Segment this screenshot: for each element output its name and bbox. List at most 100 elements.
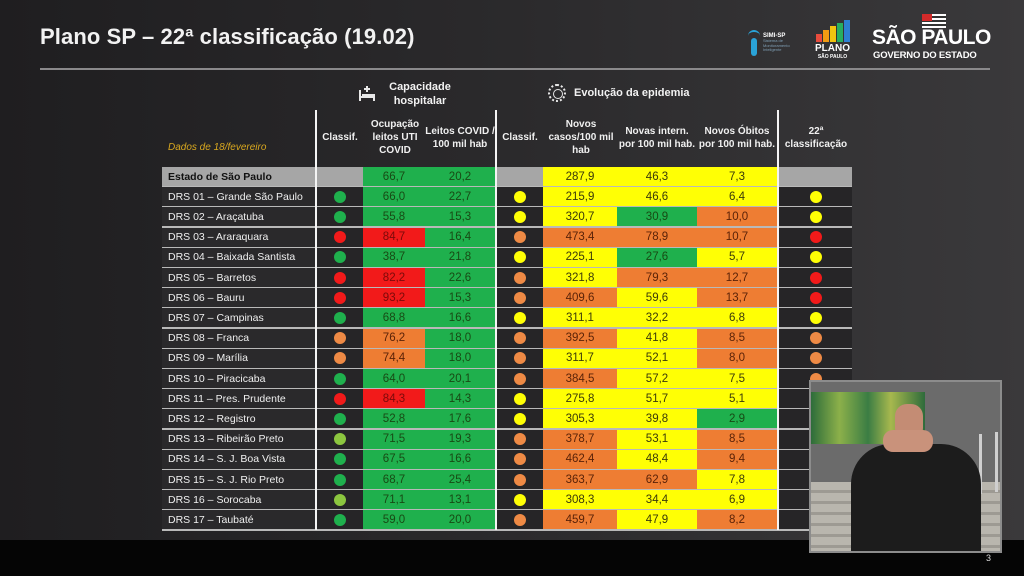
epidemic-classification — [497, 247, 543, 267]
hospital-bed-icon — [359, 86, 375, 101]
new-deaths: 13,7 — [697, 288, 777, 308]
interpreter-hands — [883, 430, 933, 452]
hospital-classification — [317, 369, 363, 388]
row-divider — [162, 428, 852, 431]
new-hospitalizations: 57,2 — [617, 369, 697, 388]
new-deaths: 7,3 — [697, 167, 777, 186]
uti-occupancy: 66,7 — [363, 167, 425, 186]
epidemic-classification — [497, 207, 543, 227]
row-divider — [162, 287, 852, 289]
uti-occupancy: 93,2 — [363, 288, 425, 308]
status-dot — [809, 352, 822, 365]
region-name: DRS 10 – Piracicaba — [162, 369, 315, 388]
status-dot — [514, 372, 526, 385]
status-dot — [334, 412, 346, 425]
row-divider — [162, 206, 852, 209]
region-name: DRS 05 – Barretos — [162, 268, 315, 287]
section-epidemic-evolution: Evolução da epidemia — [548, 84, 690, 102]
new-cases: 392,5 — [543, 328, 617, 348]
status-dot — [514, 392, 526, 405]
uti-occupancy: 68,7 — [363, 470, 425, 489]
uti-occupancy: 76,2 — [363, 328, 425, 348]
row-divider — [162, 448, 852, 451]
epidemic-classification — [497, 490, 543, 510]
covid-beds: 15,3 — [425, 288, 495, 308]
status-dot — [334, 210, 346, 223]
uti-occupancy: 82,2 — [363, 268, 425, 287]
covid-beds: 22,6 — [425, 268, 495, 287]
new-deaths: 7,8 — [697, 470, 777, 489]
status-dot — [334, 291, 346, 304]
new-cases: 321,8 — [543, 268, 617, 287]
sign-language-video[interactable] — [809, 380, 1002, 553]
status-dot — [809, 311, 822, 324]
sp-title: SÃO PAULO — [872, 26, 991, 49]
table-row: DRS 03 – Araraquara 84,7 16,4 473,4 78,9 10,7 — [162, 227, 852, 249]
status-dot — [334, 493, 346, 506]
epidemic-classification — [497, 470, 543, 489]
new-deaths: 2,9 — [697, 409, 777, 429]
region-name: DRS 03 – Araraquara — [162, 227, 315, 247]
new-deaths: 5,1 — [697, 389, 777, 409]
epidemic-classification — [497, 167, 543, 186]
new-hospitalizations: 27,6 — [617, 247, 697, 267]
new-hospitalizations: 46,6 — [617, 187, 697, 207]
state-row: Estado de São Paulo 66,7 20,2 287,9 46,3 7,3 — [162, 167, 852, 188]
final-classification — [779, 207, 852, 227]
new-deaths: 8,0 — [697, 348, 777, 368]
new-hospitalizations: 46,3 — [617, 167, 697, 186]
row-divider — [162, 327, 852, 330]
table-row: DRS 10 – Piracicaba 64,0 20,1 384,5 57,2 7,5 — [162, 369, 852, 390]
final-classification — [779, 288, 852, 308]
new-cases: 459,7 — [543, 510, 617, 530]
simi-title: SIMI-SP — [763, 33, 786, 40]
epidemic-classification — [497, 308, 543, 328]
table-row: DRS 14 – S. J. Boa Vista 67,5 16,6 462,4 48,… — [162, 449, 852, 471]
uti-occupancy: 64,0 — [363, 369, 425, 388]
covid-beds: 25,4 — [425, 470, 495, 489]
status-dot — [514, 311, 526, 324]
table-row: DRS 06 – Bauru 93,2 15,3 409,6 59,6 13,7 — [162, 288, 852, 310]
new-hospitalizations: 39,8 — [617, 409, 697, 429]
page-number: 3 — [986, 553, 992, 563]
status-dot — [514, 473, 526, 486]
new-cases: 308,3 — [543, 490, 617, 510]
uti-occupancy: 71,5 — [363, 429, 425, 449]
status-dot — [514, 493, 526, 506]
uti-occupancy: 52,8 — [363, 409, 425, 429]
header-obitos: Novos Óbitos por 100 mil hab. — [698, 125, 776, 150]
row-divider — [162, 226, 852, 229]
status-dot — [334, 271, 346, 284]
new-deaths: 12,7 — [697, 268, 777, 287]
interpreter-figure — [851, 444, 981, 551]
uti-occupancy: 84,7 — [363, 227, 425, 247]
covid-beds: 16,6 — [425, 308, 495, 328]
hospital-classification — [317, 247, 363, 267]
new-hospitalizations: 32,2 — [617, 308, 697, 328]
region-name: DRS 12 – Registro — [162, 409, 315, 429]
column-divider — [495, 110, 497, 530]
hospital-classification — [317, 308, 363, 328]
status-dot — [334, 473, 346, 486]
region-name: Estado de São Paulo — [162, 167, 315, 186]
hospital-classification — [317, 449, 363, 469]
new-deaths: 8,2 — [697, 510, 777, 530]
header-final-classification: 22ª classificação — [784, 125, 848, 150]
new-deaths: 8,5 — [697, 328, 777, 348]
new-cases: 275,8 — [543, 389, 617, 409]
hospital-classification — [317, 429, 363, 449]
header-casos: Novos casos/100 mil hab — [548, 119, 614, 156]
status-dot — [334, 251, 346, 264]
row-divider — [162, 529, 852, 532]
new-hospitalizations: 41,8 — [617, 328, 697, 348]
uti-occupancy: 55,8 — [363, 207, 425, 227]
new-cases: 378,7 — [543, 429, 617, 449]
table-row: DRS 04 – Baixada Santista 38,7 21,8 225,1 27… — [162, 247, 852, 269]
new-hospitalizations: 48,4 — [617, 449, 697, 469]
covid-beds: 18,0 — [425, 348, 495, 368]
hospital-classification — [317, 227, 363, 247]
new-cases: 215,9 — [543, 187, 617, 207]
region-name: DRS 14 – S. J. Boa Vista — [162, 449, 315, 469]
new-deaths: 8,5 — [697, 429, 777, 449]
hospital-classification — [317, 268, 363, 287]
